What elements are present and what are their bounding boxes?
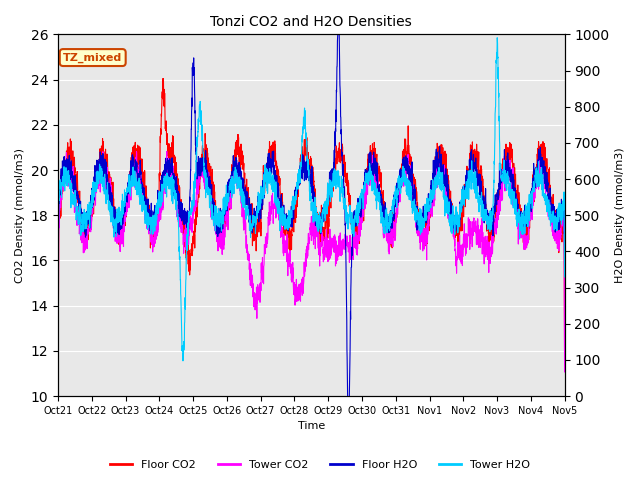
Title: Tonzi CO2 and H2O Densities: Tonzi CO2 and H2O Densities (211, 15, 412, 29)
Y-axis label: H2O Density (mmol/m3): H2O Density (mmol/m3) (615, 147, 625, 283)
Legend: Floor CO2, Tower CO2, Floor H2O, Tower H2O: Floor CO2, Tower CO2, Floor H2O, Tower H… (105, 456, 535, 474)
Y-axis label: CO2 Density (mmol/m3): CO2 Density (mmol/m3) (15, 148, 25, 283)
X-axis label: Time: Time (298, 421, 325, 432)
Text: TZ_mixed: TZ_mixed (63, 52, 122, 63)
